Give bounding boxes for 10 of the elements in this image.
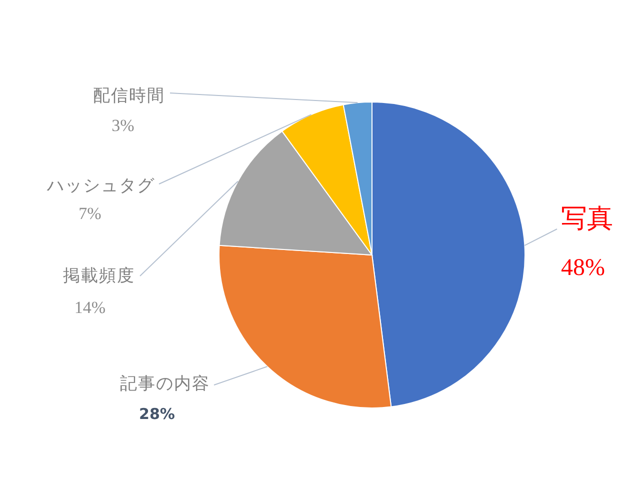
data-label: 3% — [112, 116, 134, 135]
data-label: 7% — [78, 204, 102, 223]
slice-label: ハッシュタグ — [46, 176, 155, 195]
data-label: 48% — [561, 255, 605, 281]
data-label: 14% — [74, 298, 106, 317]
slice-label: 配信時間 — [93, 86, 165, 105]
data-label: 28% — [139, 405, 175, 423]
slice-label: 写真 — [561, 204, 613, 233]
slice-label: 掲載頻度 — [63, 266, 135, 285]
slice-label: 記事の内容 — [120, 374, 210, 393]
